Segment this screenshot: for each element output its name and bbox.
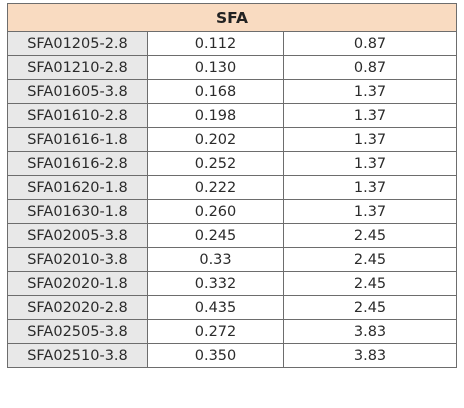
sfa-spec-table: SFA SFA01205-2.8 0.112 0.87 SFA01210-2.8 0.1… (6, 3, 458, 368)
value-cell: 0.245 (147, 223, 284, 248)
value-cell: 0.350 (147, 343, 284, 368)
value-cell: 0.198 (147, 103, 284, 128)
model-code-cell: SFA02010-3.8 (7, 247, 148, 272)
table-row: SFA01605-3.8 0.168 1.37 (7, 79, 458, 104)
table-body: SFA01205-2.8 0.112 0.87 SFA01210-2.8 0.130 0.… (7, 31, 458, 368)
value-cell: 1.37 (282, 175, 458, 200)
value-cell: 0.168 (147, 79, 284, 104)
model-code-cell: SFA01210-2.8 (7, 55, 148, 80)
value-cell: 0.87 (282, 31, 458, 56)
value-cell: 0.260 (147, 199, 284, 224)
value-cell: 0.272 (147, 319, 284, 344)
table-row: SFA02505-3.8 0.272 3.83 (7, 319, 458, 344)
value-cell: 0.33 (147, 247, 284, 272)
table-row: SFA02510-3.8 0.350 3.83 (7, 343, 458, 368)
value-cell: 0.222 (147, 175, 284, 200)
model-code-cell: SFA01630-1.8 (7, 199, 148, 224)
model-code-cell: SFA01616-2.8 (7, 151, 148, 176)
value-cell: 1.37 (282, 127, 458, 152)
model-code-cell: SFA02020-1.8 (7, 271, 148, 296)
value-cell: 1.37 (282, 79, 458, 104)
value-cell: 0.435 (147, 295, 284, 320)
value-cell: 1.37 (282, 103, 458, 128)
value-cell: 0.130 (147, 55, 284, 80)
value-cell: 0.202 (147, 127, 284, 152)
model-code-cell: SFA01205-2.8 (7, 31, 148, 56)
table-row: SFA01616-1.8 0.202 1.37 (7, 127, 458, 152)
value-cell: 2.45 (282, 271, 458, 296)
model-code-cell: SFA02005-3.8 (7, 223, 148, 248)
value-cell: 2.45 (282, 295, 458, 320)
model-code-cell: SFA01610-2.8 (7, 103, 148, 128)
table-row: SFA01620-1.8 0.222 1.37 (7, 175, 458, 200)
model-code-cell: SFA02505-3.8 (7, 319, 148, 344)
table-row: SFA01210-2.8 0.130 0.87 (7, 55, 458, 80)
value-cell: 3.83 (282, 343, 458, 368)
value-cell: 0.252 (147, 151, 284, 176)
model-code-cell: SFA01620-1.8 (7, 175, 148, 200)
value-cell: 1.37 (282, 151, 458, 176)
value-cell: 0.332 (147, 271, 284, 296)
table-row: SFA01630-1.8 0.260 1.37 (7, 199, 458, 224)
value-cell: 0.87 (282, 55, 458, 80)
table-row: SFA01616-2.8 0.252 1.37 (7, 151, 458, 176)
table-row: SFA02010-3.8 0.33 2.45 (7, 247, 458, 272)
model-code-cell: SFA02020-2.8 (7, 295, 148, 320)
table-row: SFA02020-1.8 0.332 2.45 (7, 271, 458, 296)
table-title: SFA (6, 3, 458, 32)
model-code-cell: SFA01605-3.8 (7, 79, 148, 104)
value-cell: 3.83 (282, 319, 458, 344)
model-code-cell: SFA01616-1.8 (7, 127, 148, 152)
table-header-row: SFA (6, 3, 458, 32)
value-cell: 1.37 (282, 199, 458, 224)
value-cell: 2.45 (282, 247, 458, 272)
table-row: SFA02005-3.8 0.245 2.45 (7, 223, 458, 248)
model-code-cell: SFA02510-3.8 (7, 343, 148, 368)
table-row: SFA02020-2.8 0.435 2.45 (7, 295, 458, 320)
value-cell: 0.112 (147, 31, 284, 56)
value-cell: 2.45 (282, 223, 458, 248)
table-row: SFA01610-2.8 0.198 1.37 (7, 103, 458, 128)
table-row: SFA01205-2.8 0.112 0.87 (7, 31, 458, 56)
